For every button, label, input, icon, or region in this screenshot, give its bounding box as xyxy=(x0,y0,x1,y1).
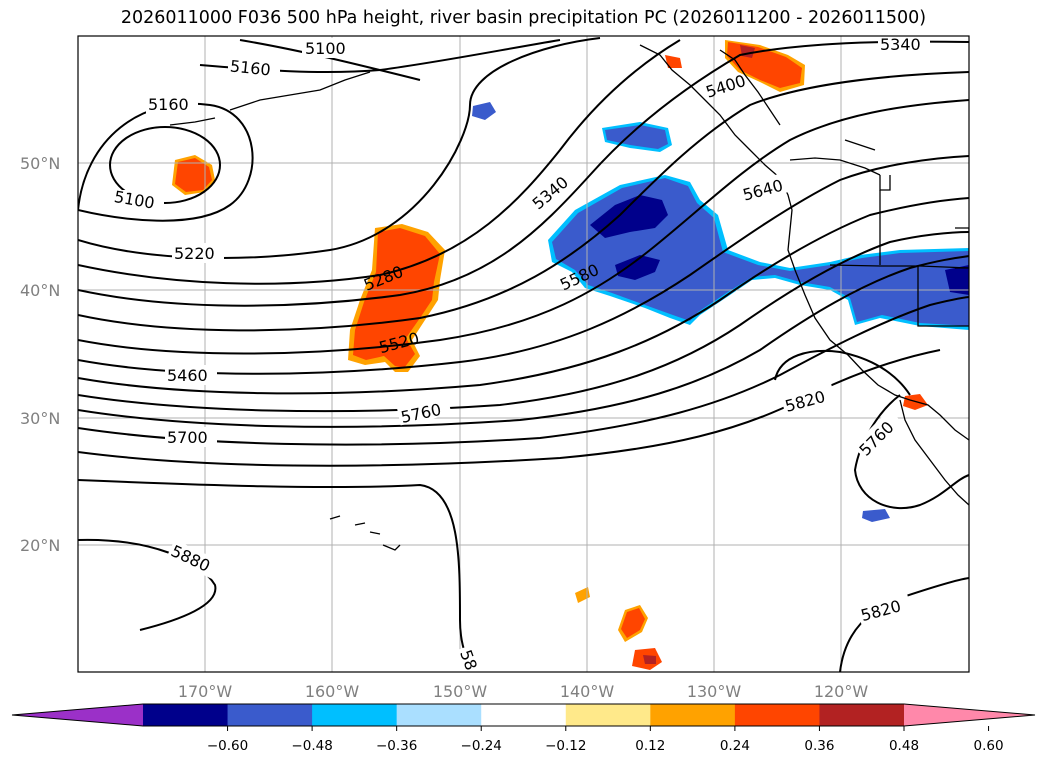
lon-label: 150°W xyxy=(433,682,488,701)
colorbar-segment xyxy=(227,704,313,726)
colorbar-extend-left xyxy=(12,704,143,726)
contour-label: 5220 xyxy=(174,244,215,263)
colorbar-tick-label: −0.60 xyxy=(207,738,248,754)
colorbar-tick-label: 0.24 xyxy=(720,738,750,754)
colorbar-segment xyxy=(312,704,398,726)
colorbar-tick-label: −0.36 xyxy=(376,738,417,754)
colorbar-tick-label: 0.12 xyxy=(635,738,665,754)
lon-label: 120°W xyxy=(814,682,869,701)
precip-negative-areas xyxy=(472,102,969,522)
colorbar-tick-label: −0.24 xyxy=(461,738,502,754)
colorbar-segment xyxy=(650,704,736,726)
lat-label: 40°N xyxy=(20,281,60,300)
latitude-labels: 50°N 40°N 30°N 20°N xyxy=(20,154,60,555)
colorbar-segment xyxy=(396,704,482,726)
colorbar-tick-label: 0.48 xyxy=(889,738,919,754)
colorbar-segment xyxy=(819,704,905,726)
map-title: 2026011000 F036 500 hPa height, river ba… xyxy=(120,8,927,28)
colorbar-segment xyxy=(734,704,820,726)
lon-label: 140°W xyxy=(560,682,615,701)
height-contours xyxy=(78,37,969,672)
lat-label: 30°N xyxy=(20,409,60,428)
contour-label: 5700 xyxy=(167,428,208,447)
lon-label: 160°W xyxy=(305,682,360,701)
colorbar-extend-right xyxy=(904,704,1035,726)
lon-label: 170°W xyxy=(178,682,233,701)
contour-label: 5160 xyxy=(148,95,189,114)
colorbar-tick-label: 0.36 xyxy=(804,738,834,754)
contour-label: 5160 xyxy=(229,56,271,79)
colorbar-tick-label: 0.60 xyxy=(974,738,1004,754)
contour-label: 5460 xyxy=(167,366,208,385)
colorbar-segment xyxy=(481,704,567,726)
colorbar: −0.60 −0.48 −0.36 −0.24 −0.12 0.12 0.24 0.36 0.4… xyxy=(11,703,1036,754)
map-gridlines xyxy=(78,36,969,672)
colorbar-tick-label: −0.48 xyxy=(291,738,332,754)
longitude-labels: 170°W 160°W 150°W 140°W 130°W 120°W xyxy=(178,682,869,701)
colorbar-tick-label: −0.12 xyxy=(545,738,586,754)
colorbar-segment xyxy=(565,704,651,726)
contour-label: 5100 xyxy=(305,39,346,58)
colorbar-segment xyxy=(143,704,229,726)
contour-label: 5340 xyxy=(880,35,921,54)
lat-label: 20°N xyxy=(20,536,60,555)
lon-label: 130°W xyxy=(687,682,742,701)
map-frame xyxy=(77,35,970,673)
lat-label: 50°N xyxy=(20,154,60,173)
